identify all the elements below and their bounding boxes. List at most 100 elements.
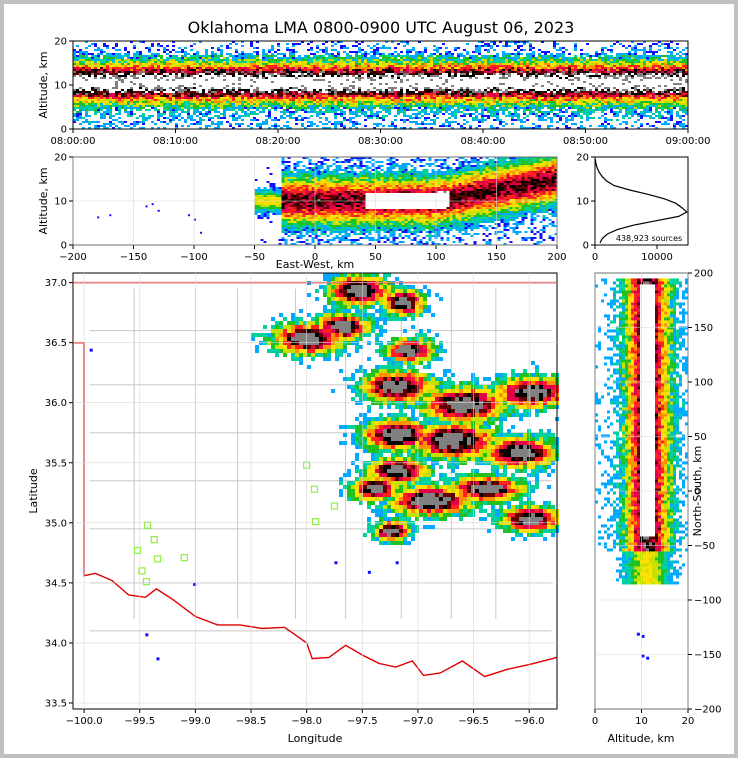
density-cell	[178, 91, 181, 93]
density-cell	[286, 77, 289, 79]
density-cell	[232, 75, 235, 77]
density-cell	[247, 97, 250, 99]
density-cell	[184, 57, 187, 59]
density-cell	[307, 97, 310, 99]
density-cell	[163, 69, 166, 71]
density-cell	[346, 101, 349, 103]
density-cell	[355, 57, 358, 59]
density-cell	[139, 53, 142, 55]
density-cell	[178, 97, 181, 99]
density-cell	[115, 55, 118, 57]
density-cell	[238, 117, 241, 119]
density-cell	[322, 83, 325, 85]
density-cell	[115, 113, 118, 115]
density-cell	[304, 109, 307, 111]
density-cell	[367, 109, 370, 111]
density-cell	[325, 111, 328, 113]
density-cell	[217, 79, 220, 81]
density-cell	[388, 87, 391, 89]
density-cell	[370, 51, 373, 53]
density-cell	[379, 55, 382, 57]
density-cell	[334, 55, 337, 57]
density-cell	[439, 71, 442, 73]
density-cell	[82, 61, 85, 63]
density-cell	[418, 51, 421, 53]
density-cell	[82, 55, 85, 57]
density-cell	[292, 93, 295, 95]
density-cell	[103, 123, 106, 125]
density-cell	[325, 87, 328, 89]
density-cell	[88, 59, 91, 61]
density-cell	[268, 105, 271, 107]
density-cell	[79, 51, 82, 53]
density-cell	[358, 101, 361, 103]
density-cell	[196, 59, 199, 61]
density-cell	[289, 99, 292, 101]
density-cell	[298, 75, 301, 77]
density-cell	[181, 73, 184, 75]
density-cell	[445, 111, 448, 113]
density-cell	[133, 107, 136, 109]
density-cell	[400, 55, 403, 57]
density-cell	[433, 105, 436, 107]
density-cell	[442, 71, 445, 73]
density-cell	[232, 85, 235, 87]
density-cell	[358, 81, 361, 83]
density-cell	[118, 85, 121, 87]
density-cell	[514, 87, 517, 89]
density-cell	[409, 59, 412, 61]
density-cell	[118, 95, 121, 97]
density-cell	[280, 95, 283, 97]
density-cell	[94, 43, 97, 45]
density-cell	[517, 89, 520, 91]
density-cell	[481, 87, 484, 89]
density-cell	[274, 119, 277, 121]
density-cell	[448, 95, 451, 97]
density-cell	[166, 97, 169, 99]
density-cell	[424, 77, 427, 79]
density-cell	[349, 61, 352, 63]
density-cell	[301, 59, 304, 61]
density-cell	[127, 93, 130, 95]
density-cell	[331, 67, 334, 69]
density-cell	[280, 81, 283, 83]
density-cell	[88, 75, 91, 77]
density-cell	[238, 91, 241, 93]
density-cell	[376, 111, 379, 113]
density-cell	[235, 79, 238, 81]
density-cell	[268, 61, 271, 63]
density-cell	[469, 93, 472, 95]
density-cell	[121, 59, 124, 61]
density-cell	[442, 73, 445, 75]
density-cell	[370, 101, 373, 103]
density-cell	[211, 123, 214, 125]
density-cell	[430, 85, 433, 87]
density-cell	[445, 73, 448, 75]
density-cell	[199, 67, 202, 69]
density-cell	[412, 79, 415, 81]
density-cell	[244, 61, 247, 63]
density-cell	[205, 105, 208, 107]
density-cell	[355, 121, 358, 123]
density-cell	[286, 95, 289, 97]
density-cell	[226, 57, 229, 59]
density-cell	[199, 57, 202, 59]
density-cell	[244, 67, 247, 69]
density-cell	[139, 83, 142, 85]
density-cell	[97, 83, 100, 85]
density-cell	[400, 89, 403, 91]
density-cell	[268, 113, 271, 115]
density-cell	[262, 107, 265, 109]
density-cell	[361, 91, 364, 93]
density-cell	[355, 89, 358, 91]
density-cell	[349, 103, 352, 105]
density-cell	[349, 107, 352, 109]
density-cell	[367, 85, 370, 87]
density-cell	[289, 83, 292, 85]
density-cell	[469, 55, 472, 57]
density-cell	[340, 115, 343, 117]
density-cell	[217, 73, 220, 75]
density-cell	[319, 85, 322, 87]
density-cell	[262, 109, 265, 111]
density-cell	[319, 57, 322, 59]
